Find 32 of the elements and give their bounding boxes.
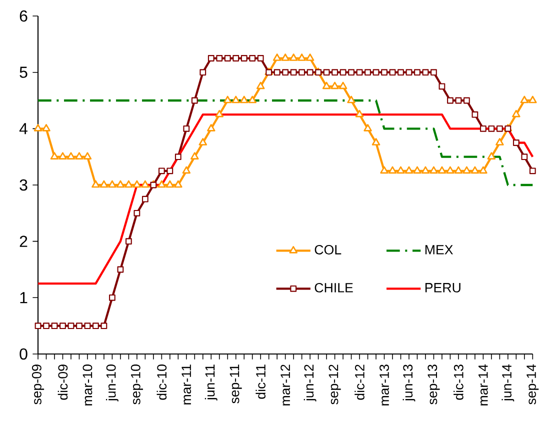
x-tick-label: mar-10 [82,364,92,406]
legend-label: MEX [425,245,453,254]
x-tick-label: jun-14 [502,364,514,402]
y-tick-label: 2 [20,236,28,247]
x-tick-label: sep-11 [230,364,242,404]
x-tick-label: sep-13 [428,364,440,404]
x-tick-label: dic-09 [58,364,68,400]
legend-label: PERU [425,283,460,292]
legend-label: CHILE [314,283,353,292]
x-tick-label: mar-13 [380,364,389,406]
y-tick-label: 1 [20,292,28,304]
x-tick-label: jun-12 [304,364,316,402]
y-tick-label: 5 [20,66,28,78]
y-tick-label: 0 [20,348,28,360]
x-tick-label: mar-11 [182,364,192,404]
x-tick-label: sep-10 [130,364,143,404]
x-tick-label: sep-09 [32,364,44,404]
x-tick-label: jun-13 [402,364,416,402]
y-tick-label: 3 [20,179,28,191]
x-tick-label: dic-10 [156,364,167,400]
x-tick-label: jun-11 [204,364,218,400]
x-tick-label: dic-11 [256,364,266,399]
x-tick-label: sep-14 [526,364,539,404]
x-tick-label: mar-14 [478,364,488,406]
y-tick-label: 4 [19,123,28,134]
legend-label: COL [314,245,342,254]
x-tick-label: dic-13 [454,364,464,400]
x-tick-label: dic-12 [354,364,364,400]
x-tick-label: mar-12 [280,364,290,406]
y-tick-label: 6 [20,10,28,22]
x-tick-label: jun-10 [106,364,118,402]
x-tick-label: sep-12 [328,364,341,404]
